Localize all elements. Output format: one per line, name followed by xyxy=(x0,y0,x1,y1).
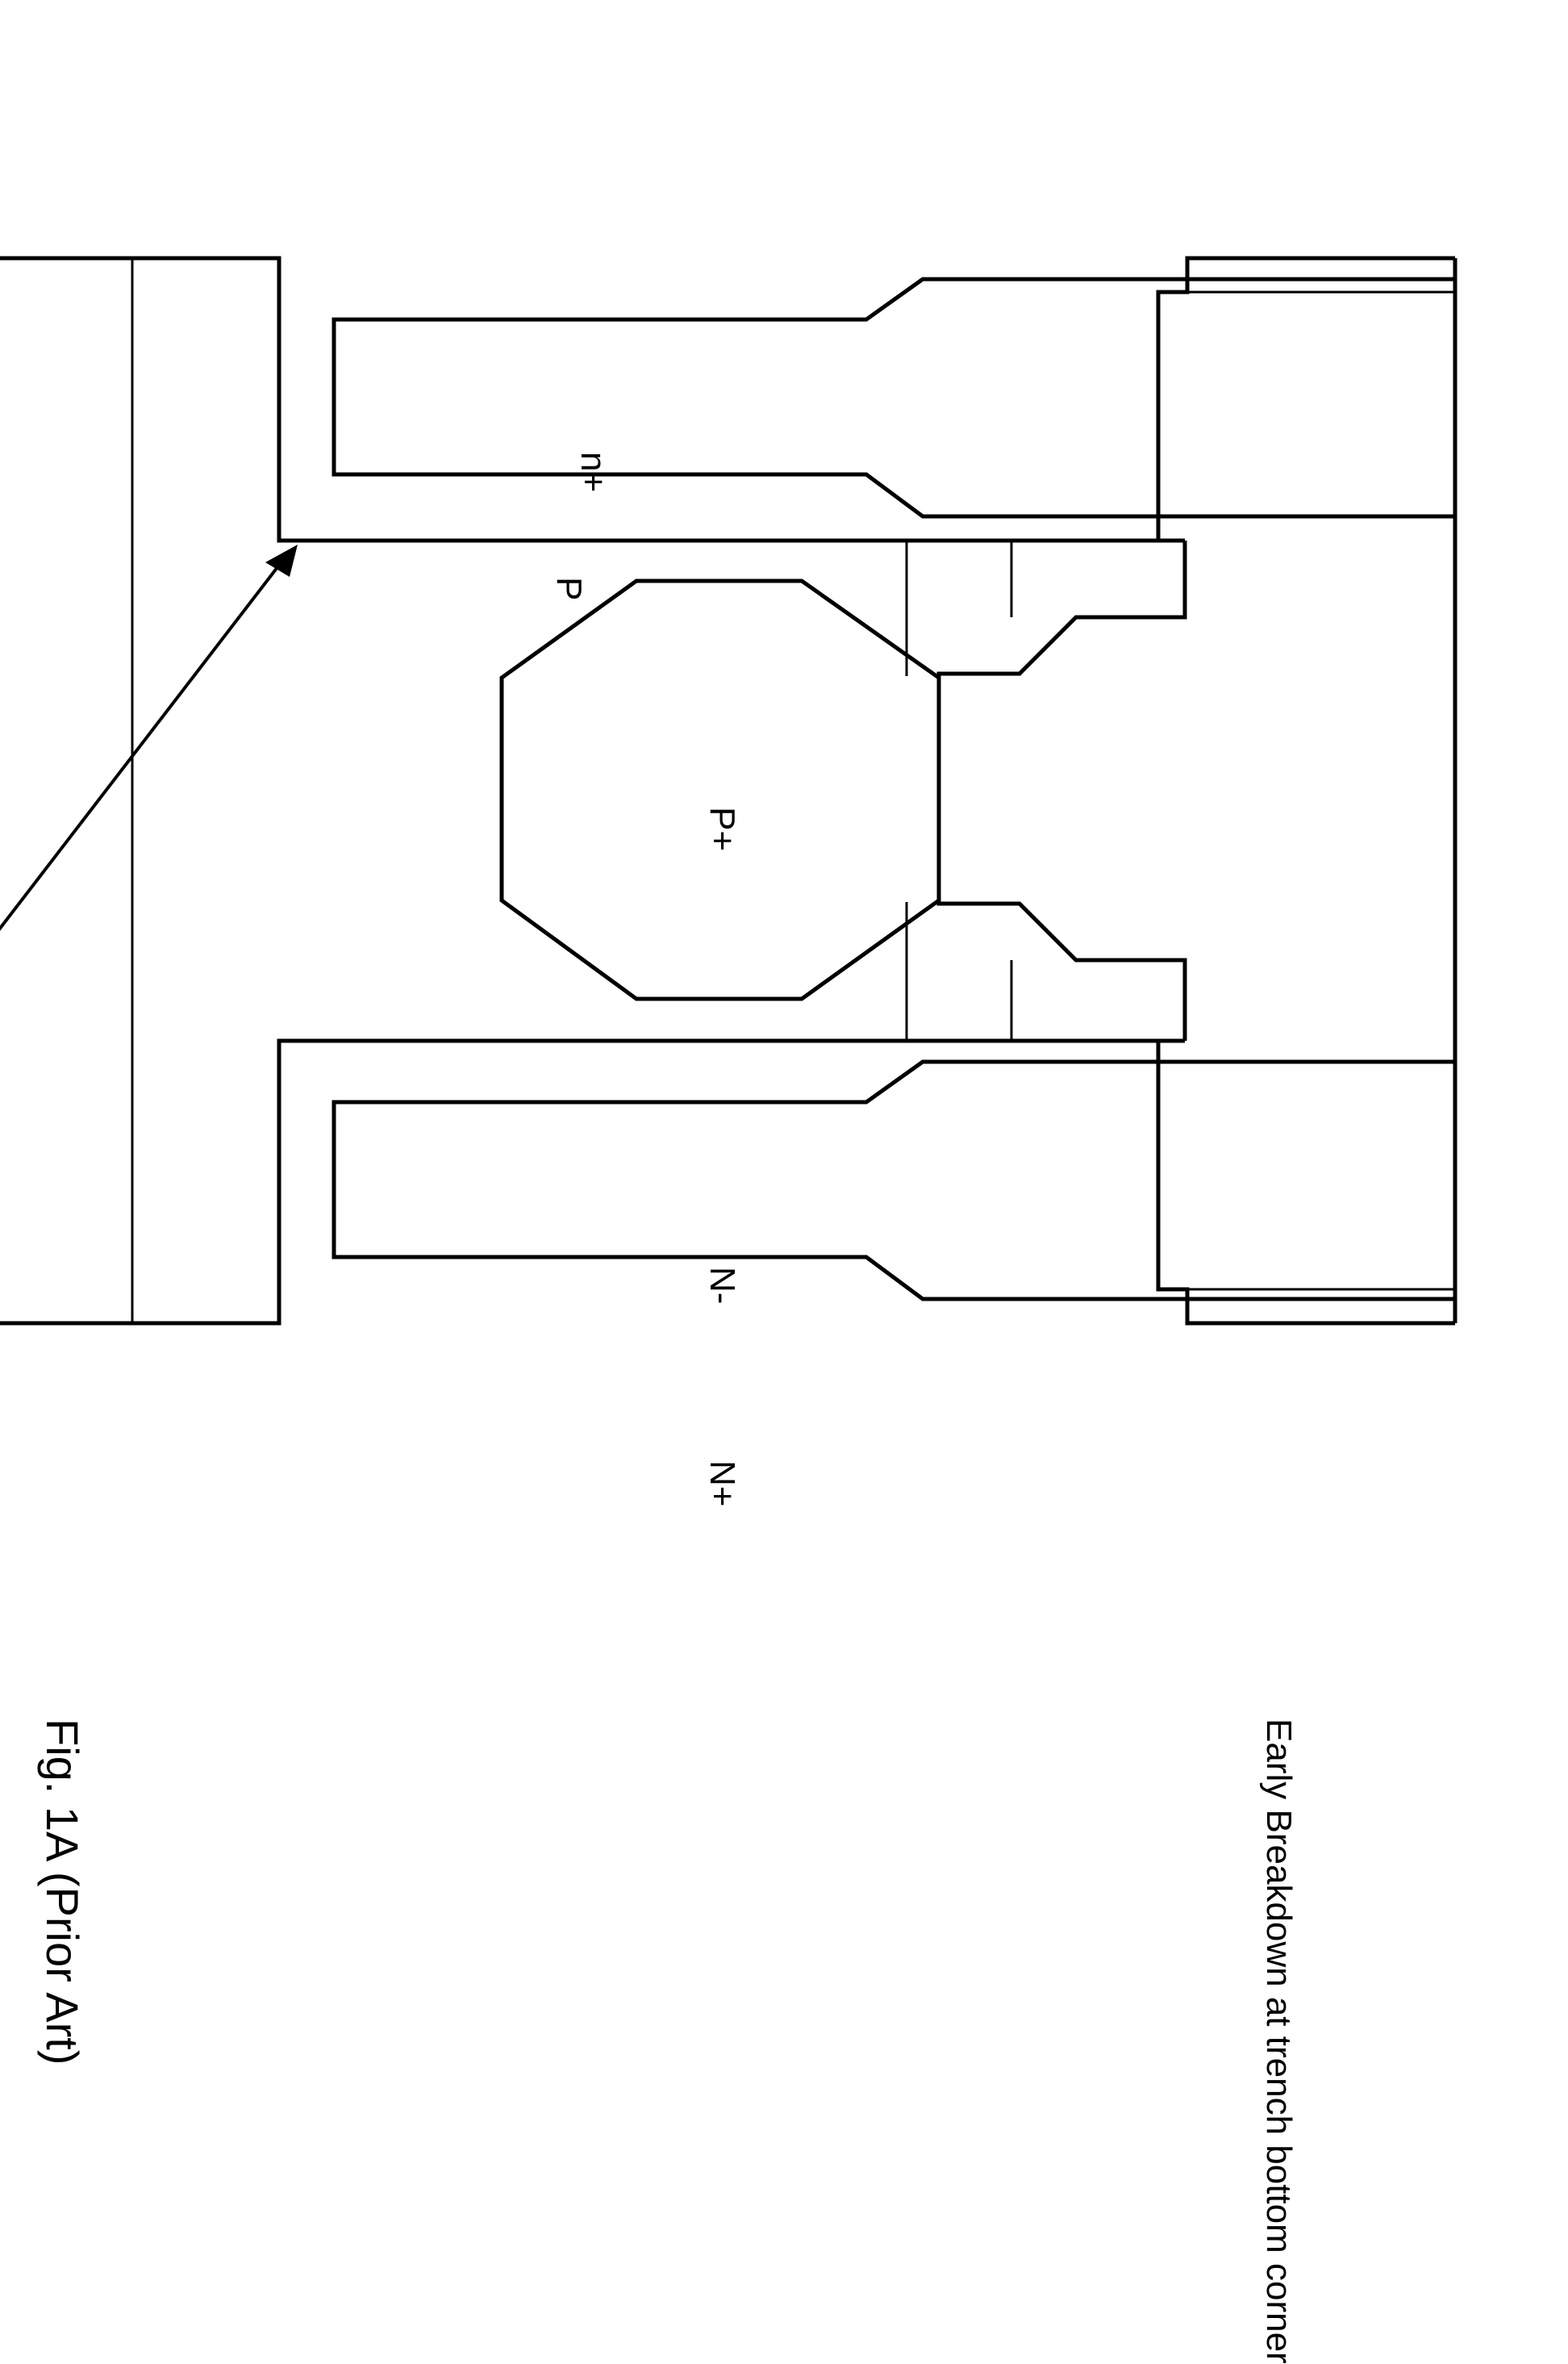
left-trench-gate xyxy=(334,279,1455,516)
semiconductor-cross-section xyxy=(0,0,1568,1827)
label-pplus: P+ xyxy=(702,807,742,851)
label-nminus: N- xyxy=(702,1267,742,1304)
left-trench-oxide-outer xyxy=(0,258,1455,541)
figure-caption: Fig. 1A (Prior Art) xyxy=(36,1719,89,2065)
right-trench-gate xyxy=(334,1062,1455,1299)
diagram-container: Fig. 1A (Prior Art) Early Breakdown at t… xyxy=(0,0,1568,1827)
annotation-arrow-head xyxy=(265,545,298,577)
label-p-body: P xyxy=(548,577,589,600)
contact-metal-outline xyxy=(939,541,1185,1041)
label-nplus-substrate: N+ xyxy=(702,1460,742,1506)
annotation-text: Early Breakdown at trench bottom corner xyxy=(1258,1719,1299,2364)
pplus-hexagon-region xyxy=(502,581,939,999)
annotation-arrow-line xyxy=(0,557,286,992)
label-nplus-source: n+ xyxy=(573,452,613,492)
